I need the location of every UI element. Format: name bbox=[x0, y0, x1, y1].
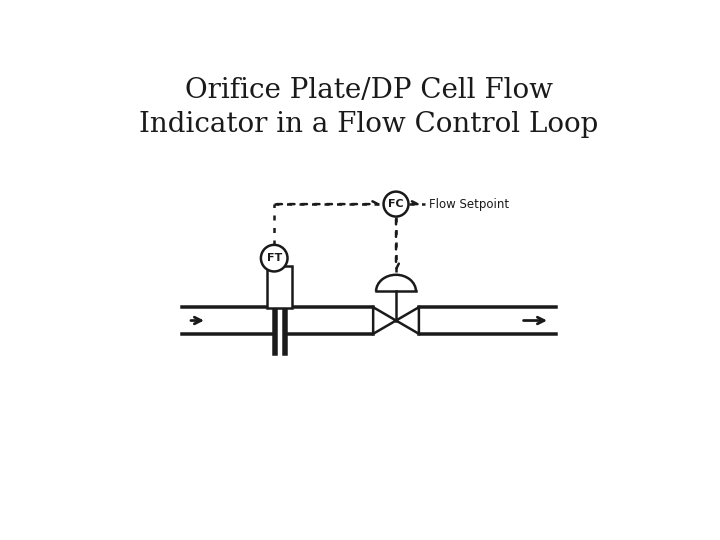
Circle shape bbox=[261, 245, 287, 272]
Text: Orifice Plate/DP Cell Flow
Indicator in a Flow Control Loop: Orifice Plate/DP Cell Flow Indicator in … bbox=[140, 77, 598, 138]
Text: Flow Setpoint: Flow Setpoint bbox=[429, 198, 510, 211]
Text: FT: FT bbox=[266, 253, 282, 263]
Polygon shape bbox=[396, 307, 419, 334]
Polygon shape bbox=[373, 307, 396, 334]
Circle shape bbox=[384, 192, 408, 217]
Bar bbox=[267, 266, 292, 308]
Text: FC: FC bbox=[388, 199, 404, 209]
